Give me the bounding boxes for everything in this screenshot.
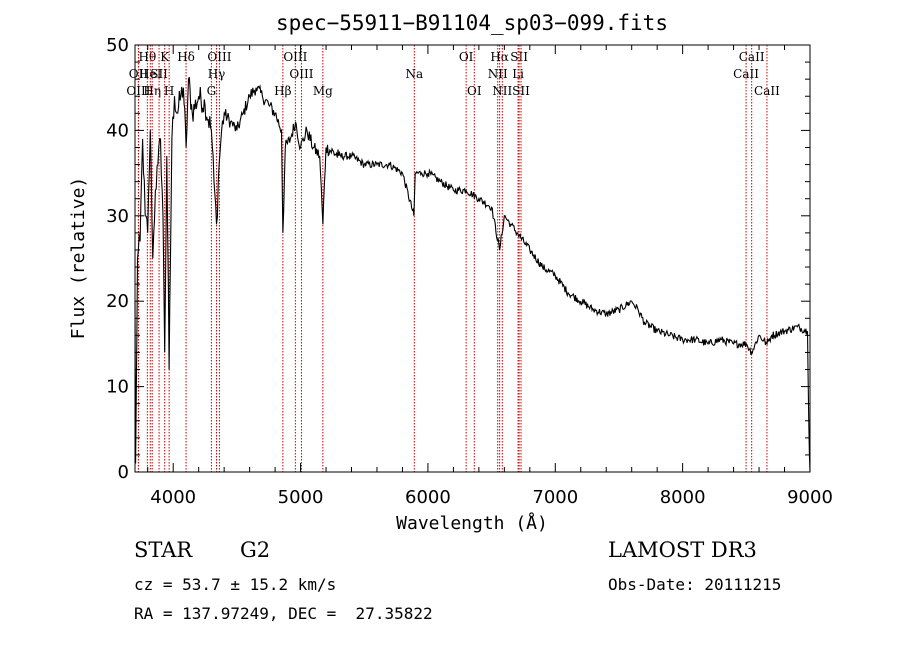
x-tick-label: 9000 <box>787 487 833 508</box>
y-tick-label: 30 <box>106 206 129 227</box>
line-marker-label: K <box>160 50 170 64</box>
line-marker-label: Hγ <box>208 67 226 81</box>
line-marker-label: Hη <box>143 84 161 98</box>
redshift-cz: cz = 53.7 ± 15.2 km/s <box>134 575 337 594</box>
y-axis-label: Flux (relative) <box>68 177 89 340</box>
line-marker-label: Mg <box>313 84 333 98</box>
line-marker-label: OIII <box>283 50 307 64</box>
line-marker-label: NII <box>492 84 512 98</box>
line-marker-label: SII <box>512 84 530 98</box>
x-tick-label: 6000 <box>405 487 451 508</box>
line-marker-label: OI <box>459 50 474 64</box>
plot-frame <box>134 44 811 473</box>
line-marker-label: CaII <box>754 84 780 98</box>
line-marker-label: HeI <box>139 67 162 81</box>
line-marker-label: Li <box>512 67 524 81</box>
y-tick-label: 40 <box>106 120 129 141</box>
y-tick-label: 50 <box>106 35 129 56</box>
coordinates: RA = 137.97249, DEC = 27.35822 <box>134 604 433 623</box>
line-marker-label: OIII <box>289 67 313 81</box>
x-tick-label: 4000 <box>150 487 196 508</box>
line-marker-label: Hα <box>490 50 509 64</box>
line-marker-label: OIII <box>126 84 150 98</box>
line-marker-label: NII <box>488 67 508 81</box>
obs-date: Obs-Date: 20111215 <box>608 575 782 594</box>
line-marker-label: H <box>164 84 174 98</box>
line-marker-label: SII <box>150 67 168 81</box>
y-tick-label: 20 <box>106 291 129 312</box>
line-marker-label: OII <box>129 67 149 81</box>
x-axis-label: Wavelength (Å) <box>396 512 548 534</box>
line-marker-label: G <box>207 84 217 98</box>
x-tick-label: 7000 <box>532 487 578 508</box>
chart-title: spec−55911−B91104_sp03−099.fits <box>276 11 668 35</box>
subclass: G2 <box>240 538 271 562</box>
line-marker-label: OI <box>467 84 482 98</box>
line-marker-label: Hδ <box>177 50 195 64</box>
line-marker-label: OIII <box>207 50 231 64</box>
survey-name: LAMOST DR3 <box>608 538 757 562</box>
y-tick-label: 0 <box>118 462 129 483</box>
line-marker-label: Hθ <box>139 50 157 64</box>
x-tick-label: 8000 <box>660 487 706 508</box>
line-marker-label: Na <box>405 67 423 81</box>
line-marker-label: CaII <box>733 67 759 81</box>
line-marker-label: CaII <box>739 50 765 64</box>
line-marker-label: Hβ <box>274 84 291 98</box>
object-class: STAR <box>134 538 193 562</box>
axis-ticks: 4000 5000 6000 7000 8000 9000 0 10 20 30 40 50 <box>106 35 833 508</box>
y-tick-label: 10 <box>106 377 129 398</box>
spectrum-line <box>134 76 811 473</box>
line-marker-label: SII <box>510 50 528 64</box>
x-tick-label: 5000 <box>278 487 324 508</box>
